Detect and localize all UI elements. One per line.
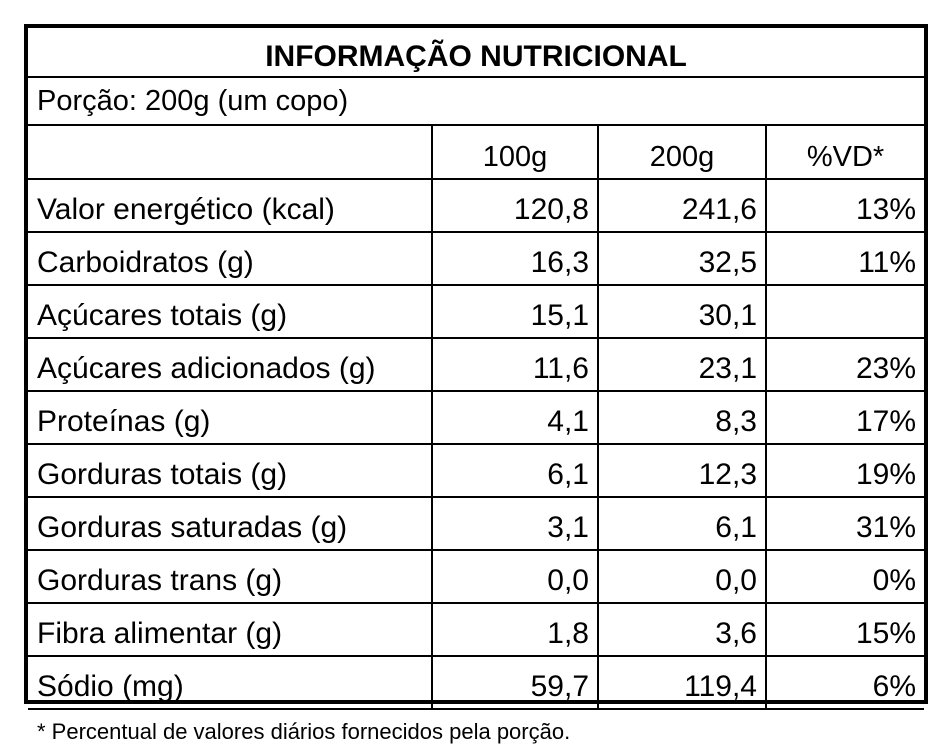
table-row: Sódio (mg) 59,7 119,4 6%	[28, 656, 925, 710]
nutrient-name: Gorduras trans (g)	[28, 550, 432, 604]
portion-text: Porção: 200g (um copo)	[28, 77, 925, 126]
nutrient-name: Gorduras totais (g)	[28, 444, 432, 498]
value-100g: 15,1	[431, 285, 598, 339]
header-200g: 200g	[597, 125, 766, 180]
value-200g: 32,5	[597, 232, 766, 286]
table-row: Gorduras totais (g) 6,1 12,3 19%	[28, 444, 925, 498]
table-row: Gorduras saturadas (g) 3,1 6,1 31%	[28, 497, 925, 551]
nutrient-name: Açúcares adicionados (g)	[28, 338, 432, 392]
value-100g: 6,1	[431, 444, 598, 498]
value-200g: 0,0	[597, 550, 766, 604]
value-vd: 19%	[764, 444, 925, 498]
value-200g: 30,1	[597, 285, 766, 339]
footnote: * Percentual de valores diários fornecid…	[37, 719, 571, 744]
value-100g: 0,0	[431, 550, 598, 604]
nutrient-name: Fibra alimentar (g)	[28, 603, 432, 657]
value-100g: 11,6	[431, 338, 598, 392]
value-vd: 11%	[764, 232, 925, 286]
nutrient-name: Açúcares totais (g)	[28, 285, 432, 339]
title-row: INFORMAÇÃO NUTRICIONAL	[28, 28, 925, 78]
table-row: Gorduras trans (g) 0,0 0,0 0%	[28, 550, 925, 604]
header-row: 100g 200g %VD*	[28, 125, 925, 180]
table-row: Proteínas (g) 4,1 8,3 17%	[28, 391, 925, 445]
value-vd: 6%	[764, 656, 925, 710]
value-200g: 6,1	[597, 497, 766, 551]
value-vd: 15%	[764, 603, 925, 657]
value-100g: 16,3	[431, 232, 598, 286]
nutrient-name: Sódio (mg)	[28, 656, 432, 710]
nutrient-name: Proteínas (g)	[28, 391, 432, 445]
footnote-row: * Percentual de valores diários fornecid…	[28, 709, 924, 754]
portion-row: Porção: 200g (um copo)	[28, 77, 925, 126]
value-200g: 119,4	[597, 656, 766, 710]
table-row: Carboidratos (g) 16,3 32,5 11%	[28, 232, 925, 286]
value-100g: 4,1	[431, 391, 598, 445]
table-row: Fibra alimentar (g) 1,8 3,6 15%	[28, 603, 925, 657]
value-200g: 3,6	[597, 603, 766, 657]
header-blank	[28, 125, 432, 180]
nutrition-facts-label: INFORMAÇÃO NUTRICIONAL Porção: 200g (um …	[24, 24, 928, 744]
value-100g: 59,7	[431, 656, 598, 710]
value-200g: 8,3	[597, 391, 766, 445]
table-title: INFORMAÇÃO NUTRICIONAL	[28, 28, 925, 78]
value-vd: 13%	[764, 179, 925, 233]
value-100g: 1,8	[431, 603, 598, 657]
table-row: Valor energético (kcal) 120,8 241,6 13%	[28, 179, 925, 233]
value-100g: 3,1	[431, 497, 598, 551]
header-100g: 100g	[431, 125, 598, 180]
value-100g: 120,8	[431, 179, 598, 233]
value-200g: 23,1	[597, 338, 766, 392]
nutrient-name: Valor energético (kcal)	[28, 179, 432, 233]
nutrient-name: Carboidratos (g)	[28, 232, 432, 286]
nutrition-table: INFORMAÇÃO NUTRICIONAL Porção: 200g (um …	[28, 28, 925, 754]
value-vd: 23%	[764, 338, 925, 392]
value-vd	[764, 285, 925, 339]
header-vd: %VD*	[764, 125, 925, 180]
value-200g: 12,3	[597, 444, 766, 498]
value-vd: 31%	[764, 497, 925, 551]
table-row: Açúcares adicionados (g) 11,6 23,1 23%	[28, 338, 925, 392]
value-200g: 241,6	[597, 179, 766, 233]
value-vd: 17%	[764, 391, 925, 445]
table-row: Açúcares totais (g) 15,1 30,1	[28, 285, 925, 339]
value-vd: 0%	[764, 550, 925, 604]
nutrient-name: Gorduras saturadas (g)	[28, 497, 432, 551]
